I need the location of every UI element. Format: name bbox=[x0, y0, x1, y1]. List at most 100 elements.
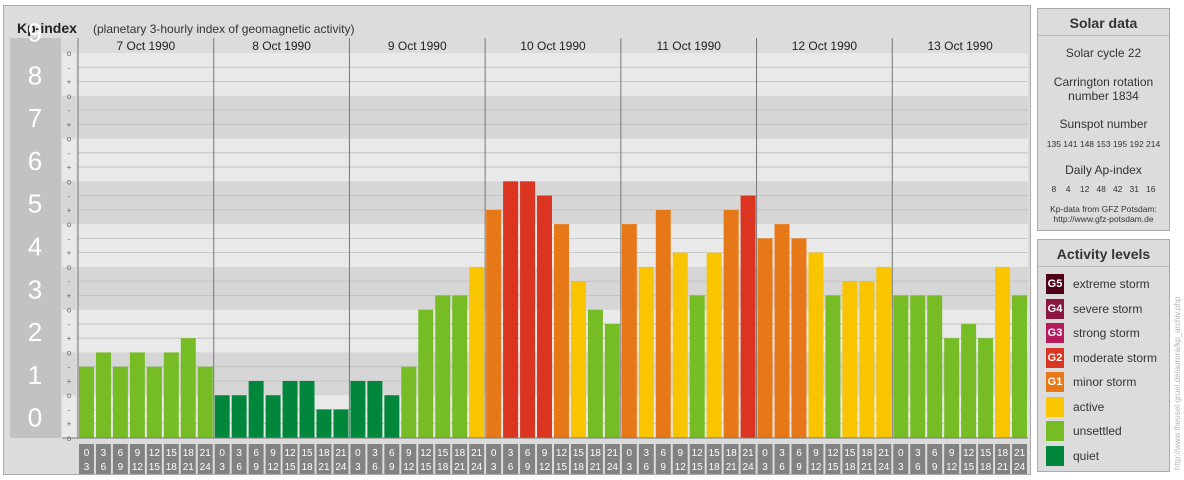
legend-swatch: G4 bbox=[1046, 298, 1064, 319]
time-slot-start: 0 bbox=[762, 448, 768, 459]
time-slot-end: 15 bbox=[692, 462, 704, 473]
ap-index-values: 8 4 12 48 42 31 16 bbox=[1051, 184, 1156, 194]
time-slot-box bbox=[231, 444, 247, 474]
time-slot-start: 18 bbox=[861, 448, 873, 459]
minor-band-kp-0 bbox=[62, 395, 76, 438]
time-slot-start: 15 bbox=[573, 448, 585, 459]
minor-tick-label: - bbox=[68, 234, 71, 243]
minor-tick-label: o bbox=[67, 92, 72, 101]
activity-levels-panel: Activity levels G5 extreme storm G4 severe … bbox=[1037, 239, 1170, 472]
time-slot-end: 12 bbox=[403, 462, 415, 473]
time-slot-start: 6 bbox=[253, 448, 259, 459]
time-slot-end: 6 bbox=[101, 462, 107, 473]
time-slot-end: 21 bbox=[997, 462, 1009, 473]
minor-tick-label: - bbox=[68, 63, 71, 72]
time-slot-box bbox=[384, 444, 400, 474]
minor-tick-label: o bbox=[67, 220, 72, 229]
minor-tick-label: o bbox=[67, 348, 72, 357]
time-slot-end: 21 bbox=[861, 462, 873, 473]
kp-bar bbox=[384, 395, 400, 438]
y-tick-label: 7 bbox=[28, 103, 42, 133]
kp-bar bbox=[503, 181, 519, 439]
kp-bar bbox=[689, 295, 705, 438]
minor-band-kp-1 bbox=[62, 352, 76, 396]
minor-tick-label: - bbox=[68, 192, 71, 201]
time-slot-start: 6 bbox=[660, 448, 666, 459]
kp-bar bbox=[554, 224, 569, 438]
time-slot-end: 21 bbox=[590, 462, 602, 473]
minor-tick-label: + bbox=[67, 420, 72, 429]
day-label: 11 Oct 1990 bbox=[656, 39, 721, 53]
time-slot-start: 21 bbox=[607, 448, 619, 459]
kp-bar bbox=[486, 209, 502, 438]
source-link[interactable]: http://www.gfz-potsdam.de bbox=[1053, 214, 1154, 224]
time-slot-start: 15 bbox=[709, 448, 721, 459]
kp-bar bbox=[537, 195, 552, 438]
time-slot-start: 15 bbox=[437, 448, 449, 459]
time-slot-box bbox=[333, 444, 349, 474]
minor-tick-label: o bbox=[67, 49, 72, 58]
carrington-rotation-number: number 1834 bbox=[1068, 89, 1139, 103]
y-tick-label: 2 bbox=[28, 317, 42, 347]
solar-data-panel: Solar data Solar cycle 22 Carrington rot… bbox=[1037, 8, 1170, 231]
time-slot-box bbox=[774, 444, 790, 474]
time-slot-box bbox=[995, 444, 1011, 474]
minor-tick-label: + bbox=[67, 120, 72, 129]
kp-bar bbox=[180, 338, 196, 438]
time-slot-box bbox=[469, 444, 485, 474]
time-slot-start: 12 bbox=[149, 448, 161, 459]
time-slot-end: 15 bbox=[149, 462, 161, 473]
y-tick-label: 4 bbox=[28, 232, 42, 262]
time-slot-box bbox=[910, 444, 926, 474]
minor-tick-label: o bbox=[67, 306, 72, 315]
minor-tick-label: + bbox=[67, 249, 72, 258]
legend-swatch bbox=[1046, 421, 1064, 441]
kp-bar bbox=[452, 295, 468, 438]
time-slot-box bbox=[265, 444, 281, 474]
time-slot-start: 6 bbox=[118, 448, 124, 459]
legend-item-unsettled: unsettled bbox=[1046, 421, 1168, 441]
minor-tick-label: + bbox=[67, 206, 72, 215]
legend-label: strong storm bbox=[1073, 326, 1140, 340]
kp-bar bbox=[893, 295, 909, 438]
time-slot-start: 12 bbox=[692, 448, 704, 459]
kp-bar bbox=[706, 252, 722, 438]
time-slot-box bbox=[282, 444, 298, 474]
legend-label: severe storm bbox=[1073, 301, 1143, 316]
time-slot-end: 12 bbox=[946, 462, 958, 473]
time-slot-box bbox=[554, 444, 569, 474]
time-slot-start: 21 bbox=[1014, 448, 1026, 459]
kp-bar bbox=[214, 395, 230, 438]
credit-text: http://www.theusel-gruel.de/aurora/kp_ar… bbox=[1173, 296, 1182, 470]
band-kp-7 bbox=[78, 95, 1028, 139]
y-axis-column bbox=[10, 38, 61, 438]
time-slot-end: 24 bbox=[743, 462, 755, 473]
kp-bar bbox=[265, 395, 281, 438]
minor-tick-label: + bbox=[67, 291, 72, 300]
kp-bar bbox=[248, 380, 264, 438]
time-slot-box bbox=[129, 444, 145, 474]
kp-bar bbox=[79, 366, 94, 438]
time-slot-box bbox=[79, 444, 94, 474]
time-slot-start: 3 bbox=[915, 448, 921, 459]
kp-bar bbox=[842, 281, 858, 438]
band-kp-5 bbox=[78, 181, 1028, 225]
time-slot-end: 6 bbox=[915, 462, 921, 473]
time-slot-end: 12 bbox=[539, 462, 551, 473]
kp-bar bbox=[910, 295, 926, 438]
time-slot-end: 3 bbox=[627, 462, 633, 473]
time-slot-end: 9 bbox=[932, 462, 938, 473]
source-label: Kp-data from GFZ Potsdam: bbox=[1050, 204, 1157, 214]
sunspot-label: Sunspot number bbox=[1059, 117, 1148, 131]
kp-bar bbox=[655, 209, 671, 438]
time-slot-start: 21 bbox=[335, 448, 347, 459]
legend-swatch bbox=[1046, 396, 1064, 417]
day-label: 12 Oct 1990 bbox=[792, 39, 858, 53]
kp-bar bbox=[774, 224, 790, 438]
kp-bar bbox=[282, 380, 298, 438]
kp-bar bbox=[672, 252, 688, 438]
band-kp-6 bbox=[78, 138, 1028, 182]
day-label: 13 Oct 1990 bbox=[927, 39, 993, 53]
legend-swatch: G5 bbox=[1046, 274, 1064, 294]
time-slot-start: 12 bbox=[284, 448, 296, 459]
